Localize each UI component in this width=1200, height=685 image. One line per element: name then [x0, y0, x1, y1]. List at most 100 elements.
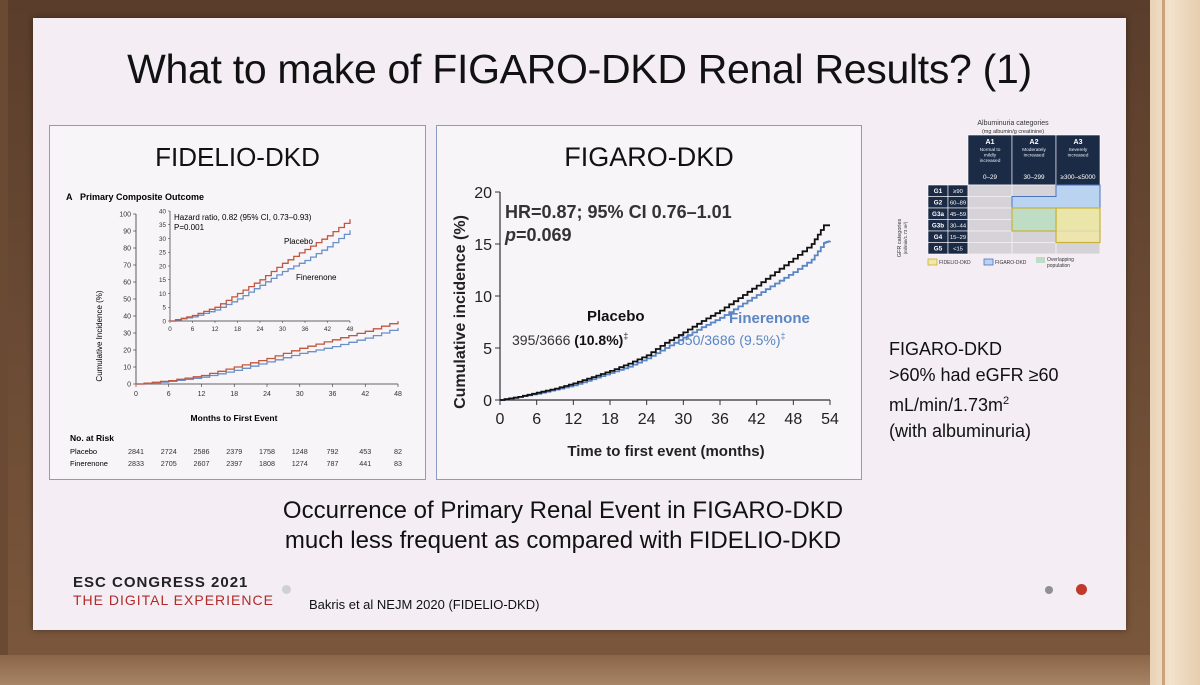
x-tick-label: 48: [784, 411, 802, 428]
fidelio-panel: FIDELIO-DKD A Primary Composite Outcome …: [49, 125, 426, 480]
row-range: 45–59: [950, 212, 966, 218]
risk-cell: 83: [394, 459, 402, 468]
inset-x-tick-label: 18: [234, 326, 242, 333]
row-range: 60–89: [950, 201, 966, 207]
congress-name: ESC CONGRESS 2021: [73, 574, 249, 591]
finerenone-label: Finerenone: [729, 310, 810, 327]
row-range: ≥90: [953, 189, 963, 195]
figaro-title: FIGARO-DKD: [564, 142, 734, 172]
legend-label-overlap: population: [1047, 263, 1070, 269]
inset-x-tick-label: 30: [279, 326, 287, 333]
reference: Bakris et al NEJM 2020 (FIDELIO-DKD): [309, 597, 540, 612]
legend-swatch-figaro: [983, 258, 994, 266]
inset-label-placebo: Placebo: [284, 237, 313, 246]
risk-row-label-finerenone: Finerenone: [70, 459, 108, 468]
grid-cell: [1055, 242, 1101, 255]
x-axis-label: Months to First Event: [191, 413, 278, 423]
note-line3-text: mL/min/1.73m: [889, 395, 1004, 415]
x-tick-label: 18: [601, 411, 619, 428]
x-tick-label: 30: [296, 391, 304, 398]
grid-cell: [967, 230, 1013, 243]
series-placebo-line: [500, 224, 830, 401]
inset-x-tick-label: 0: [168, 326, 172, 333]
row-code: G3b: [932, 223, 944, 230]
col-code: A1: [986, 139, 995, 146]
x-tick-label: 12: [198, 391, 206, 398]
col-desc: Normal to: [980, 147, 1001, 153]
inset-x-tick-label: 42: [324, 326, 332, 333]
chart-subtitle: Primary Composite Outcome: [80, 192, 204, 202]
col-code: A2: [1030, 139, 1039, 146]
y-tick-label: 0: [483, 393, 492, 410]
inset-x-tick-label: 6: [191, 326, 195, 333]
risk-cell: 1248: [292, 447, 308, 456]
legend-swatch-overlap: [1036, 257, 1045, 263]
figaro-panel: FIGARO-DKD Cumulative incidence (%) Time…: [436, 125, 862, 480]
caption-line2: much less frequent as compared with FIDE…: [284, 527, 842, 554]
risk-cell: 1758: [259, 447, 275, 456]
x-tick-label: 54: [821, 411, 839, 428]
note-line4: (with albuminuria): [889, 421, 1032, 441]
inset-x-tick-label: 24: [256, 326, 264, 333]
risk-cell: 2724: [161, 447, 177, 456]
nav-dot-left[interactable]: [282, 585, 291, 594]
col-code: A3: [1074, 139, 1083, 146]
y-tick-label: 80: [123, 246, 131, 253]
grid-cell: [967, 196, 1013, 209]
placebo-stat: 395/3666 (10.8%)‡: [512, 331, 628, 348]
x-tick-label: 6: [532, 411, 541, 428]
inset-y-tick-label: 25: [159, 250, 167, 257]
wood-panel: [1150, 0, 1200, 685]
panel-letter: A: [66, 192, 73, 202]
y-axis-label: Cumulative incidence (%): [452, 215, 469, 409]
row-code: G3a: [932, 211, 944, 218]
note-line1: FIGARO-DKD: [889, 339, 1003, 359]
inset-series-placebo-line: [170, 219, 351, 322]
y-tick-label: 0: [127, 382, 131, 389]
risk-cell: 2607: [194, 459, 210, 468]
row-code: G1: [934, 188, 943, 195]
inset-y-tick-label: 20: [159, 263, 167, 270]
col-desc: Severely: [1069, 147, 1088, 153]
note-line2: >60% had eGFR ≥60: [889, 365, 1059, 385]
y-tick-label: 10: [123, 365, 131, 372]
inset-label-finerenone: Finerenone: [296, 273, 337, 282]
col-header-cell: [1055, 134, 1101, 186]
grid-cell: [1011, 184, 1057, 197]
x-tick-label: 42: [361, 391, 369, 398]
nav-dot-right-red[interactable]: [1076, 584, 1087, 595]
risk-table-header: No. at Risk: [70, 433, 114, 443]
inset-y-tick-label: 5: [162, 305, 166, 312]
fidelio-region: [1055, 207, 1101, 244]
x-tick-label: 36: [711, 411, 729, 428]
fidelio-chart: A Primary Composite Outcome Cumulative I…: [66, 192, 402, 468]
risk-cell: 82: [394, 447, 402, 456]
col-desc: increased: [980, 158, 1001, 164]
x-tick-label: 6: [167, 391, 171, 398]
slide: What to make of FIGARO-DKD Renal Results…: [33, 18, 1126, 630]
x-tick-label: 24: [638, 411, 656, 428]
x-tick-label: 42: [748, 411, 766, 428]
legend-label-overlap: Overlapping: [1047, 257, 1074, 263]
y-tick-label: 70: [123, 263, 131, 270]
ckd-heatmap: Albuminuria categories (mg albumin/g cre…: [897, 120, 1101, 269]
row-range: <15: [953, 247, 963, 253]
inset-y-tick-label: 35: [159, 222, 167, 229]
grid-cell: [967, 219, 1013, 232]
finerenone-stat: 350/3686 (9.5%)‡: [677, 331, 786, 348]
note-line3: mL/min/1.73m2: [889, 388, 1058, 418]
row-code: G4: [934, 234, 943, 241]
risk-cell: 1274: [292, 459, 308, 468]
bottom-wood: [0, 655, 1150, 685]
col-range: ≥300–≤5000: [1061, 174, 1096, 181]
placebo-label: Placebo: [587, 308, 645, 325]
risk-cell: 2586: [194, 447, 210, 456]
y-axis-label: Cumulative Incidence (%): [95, 290, 104, 381]
risk-row-label-placebo: Placebo: [70, 447, 97, 456]
heatmap-subtitle: (mg albumin/g creatinine): [982, 129, 1044, 135]
heatmap-title: Albuminuria categories: [977, 120, 1049, 127]
y-tick-label: 5: [483, 341, 492, 358]
nav-dot-right-grey[interactable]: [1045, 586, 1053, 594]
risk-cell: 2833: [128, 459, 144, 468]
series-finerenone-line: [136, 327, 399, 385]
